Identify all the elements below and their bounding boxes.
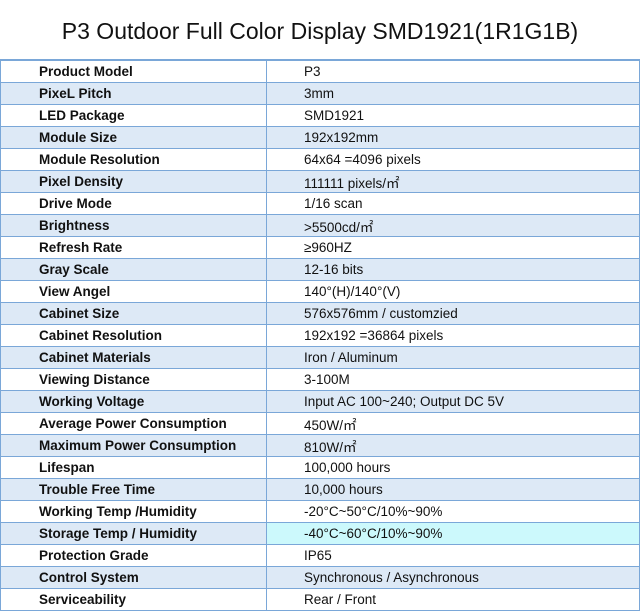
spec-value: Input AC 100~240; Output DC 5V	[266, 390, 640, 413]
spec-value: -40°C~60°C/10%~90%	[266, 522, 640, 545]
table-row: Storage Temp / Humidity -40°C~60°C/10%~90…	[0, 522, 640, 545]
spec-label: Maximum Power Consumption	[0, 434, 267, 457]
spec-label: Drive Mode	[0, 192, 267, 215]
spec-value: 450W/㎡	[266, 412, 640, 435]
spec-label: Protection Grade	[0, 544, 267, 567]
spec-value: P3	[266, 60, 640, 83]
spec-label: Control System	[0, 566, 267, 589]
table-row: Working Temp /Humidity -20°C~50°C/10%~90%	[0, 500, 640, 523]
spec-value: 140°(H)/140°(V)	[266, 280, 640, 303]
spec-value: ≥960HZ	[266, 236, 640, 259]
spec-label: Pixel Density	[0, 170, 267, 193]
spec-label: PixeL Pitch	[0, 82, 267, 105]
table-row: Gray Scale 12-16 bits	[0, 258, 640, 281]
spec-label: Gray Scale	[0, 258, 267, 281]
spec-value: >5500cd/㎡	[266, 214, 640, 237]
table-row: Cabinet Size 576x576mm / customzied	[0, 302, 640, 325]
table-row: Cabinet Materials Iron / Aluminum	[0, 346, 640, 369]
spec-label: Cabinet Size	[0, 302, 267, 325]
table-row: Serviceability Rear / Front	[0, 588, 640, 611]
spec-label: Trouble Free Time	[0, 478, 267, 501]
table-row: Brightness >5500cd/㎡	[0, 214, 640, 237]
table-row: Cabinet Resolution 192x192 =36864 pixels	[0, 324, 640, 347]
table-row: Pixel Density 111111 pixels/㎡	[0, 170, 640, 193]
spec-label: Working Temp /Humidity	[0, 500, 267, 523]
table-row: Working Voltage Input AC 100~240; Output …	[0, 390, 640, 413]
spec-label: Brightness	[0, 214, 267, 237]
spec-label: View Angel	[0, 280, 267, 303]
spec-value: 3-100M	[266, 368, 640, 391]
table-row: Refresh Rate ≥960HZ	[0, 236, 640, 259]
spec-label: Storage Temp / Humidity	[0, 522, 267, 545]
spec-value: 576x576mm / customzied	[266, 302, 640, 325]
spec-label: Module Size	[0, 126, 267, 149]
spec-table: Product Model P3 PixeL Pitch 3mm LED Package…	[0, 60, 640, 611]
table-row: Product Model P3	[0, 60, 640, 83]
spec-label: Module Resolution	[0, 148, 267, 171]
spec-label: Cabinet Materials	[0, 346, 267, 369]
spec-value: 810W/㎡	[266, 434, 640, 457]
spec-label: Working Voltage	[0, 390, 267, 413]
spec-label: Lifespan	[0, 456, 267, 479]
spec-value: Rear / Front	[266, 588, 640, 611]
spec-value: 3mm	[266, 82, 640, 105]
table-row: PixeL Pitch 3mm	[0, 82, 640, 105]
spec-label: Refresh Rate	[0, 236, 267, 259]
spec-value: 111111 pixels/㎡	[266, 170, 640, 193]
spec-value: 100,000 hours	[266, 456, 640, 479]
spec-label: Product Model	[0, 60, 267, 83]
table-row: Control System Synchronous / Asynchronous	[0, 566, 640, 589]
table-row: Viewing Distance 3-100M	[0, 368, 640, 391]
table-row: Module Size 192x192mm	[0, 126, 640, 149]
spec-label: Average Power Consumption	[0, 412, 267, 435]
table-row: Average Power Consumption 450W/㎡	[0, 412, 640, 435]
table-row: Trouble Free Time 10,000 hours	[0, 478, 640, 501]
spec-value: Iron / Aluminum	[266, 346, 640, 369]
spec-value: 10,000 hours	[266, 478, 640, 501]
spec-label: Serviceability	[0, 588, 267, 611]
spec-value: 192x192 =36864 pixels	[266, 324, 640, 347]
spec-value: -20°C~50°C/10%~90%	[266, 500, 640, 523]
spec-label: LED Package	[0, 104, 267, 127]
spec-value: 1/16 scan	[266, 192, 640, 215]
spec-value: 12-16 bits	[266, 258, 640, 281]
spec-label: Viewing Distance	[0, 368, 267, 391]
table-row: Maximum Power Consumption 810W/㎡	[0, 434, 640, 457]
spec-value: IP65	[266, 544, 640, 567]
spec-value: 64x64 =4096 pixels	[266, 148, 640, 171]
spec-value: 192x192mm	[266, 126, 640, 149]
spec-value: SMD1921	[266, 104, 640, 127]
table-row: LED Package SMD1921	[0, 104, 640, 127]
table-row: Lifespan 100,000 hours	[0, 456, 640, 479]
table-row: Module Resolution 64x64 =4096 pixels	[0, 148, 640, 171]
table-row: View Angel 140°(H)/140°(V)	[0, 280, 640, 303]
spec-label: Cabinet Resolution	[0, 324, 267, 347]
table-row: Protection Grade IP65	[0, 544, 640, 567]
table-row: Drive Mode 1/16 scan	[0, 192, 640, 215]
spec-value: Synchronous / Asynchronous	[266, 566, 640, 589]
page-title: P3 Outdoor Full Color Display SMD1921(1R…	[0, 0, 640, 60]
